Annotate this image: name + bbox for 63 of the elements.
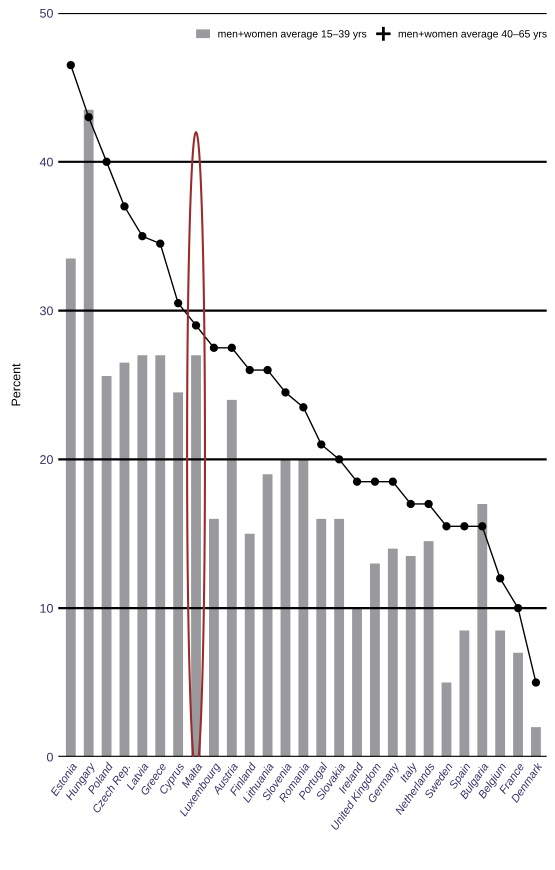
point: [246, 366, 254, 374]
point: [514, 604, 522, 612]
bar: [209, 518, 219, 757]
bar: [120, 362, 130, 757]
point: [424, 500, 433, 508]
y-tick-label: 50: [40, 8, 53, 18]
bar: [370, 564, 380, 757]
point: [156, 239, 164, 248]
bar: [513, 652, 523, 757]
bar: [84, 110, 94, 757]
point: [228, 344, 236, 352]
bar: [137, 355, 148, 757]
bar: [442, 682, 452, 757]
y-tick-label: 0: [46, 752, 53, 762]
point: [66, 60, 75, 70]
bar: [406, 556, 416, 757]
bar: [459, 630, 470, 757]
point: [442, 522, 451, 530]
bar: [173, 392, 184, 757]
bar: [155, 355, 166, 757]
bar: [424, 541, 434, 757]
point: [102, 158, 111, 166]
point: [406, 500, 415, 508]
bar: [298, 459, 308, 757]
bar: [334, 518, 344, 757]
point: [299, 403, 308, 412]
point: [334, 455, 344, 464]
bar: [280, 459, 290, 757]
point: [120, 202, 129, 211]
point: [388, 478, 397, 486]
point: [478, 522, 486, 530]
point: [317, 440, 326, 449]
bar: [477, 504, 488, 757]
point: [84, 113, 93, 122]
bar: [191, 355, 201, 757]
point: [532, 678, 540, 687]
point: [281, 388, 290, 397]
y-tick-label: 30: [40, 306, 53, 316]
bar: [352, 608, 362, 757]
bar: [316, 518, 326, 757]
y-tick-label: 10: [40, 604, 53, 613]
point: [460, 522, 469, 530]
point: [352, 478, 362, 486]
y-axis-title: Percent: [12, 364, 20, 406]
point: [370, 478, 380, 486]
point: [210, 344, 218, 352]
bar: [102, 376, 112, 757]
bar: [531, 727, 541, 757]
legend-label: men+women average 40–65 yrs: [398, 30, 547, 40]
bar: [66, 258, 76, 757]
legend-label: men+women average 15–39 yrs: [218, 30, 366, 40]
bar: [262, 474, 273, 757]
point: [192, 321, 200, 330]
point: [174, 298, 182, 308]
bar: [244, 534, 255, 757]
bar: [495, 630, 506, 757]
point: [138, 232, 147, 240]
y-tick-label: 20: [40, 455, 53, 464]
point: [496, 574, 504, 583]
bar: [388, 548, 398, 757]
point: [263, 366, 272, 374]
bar: [226, 400, 237, 757]
y-tick-label: 40: [40, 158, 53, 166]
